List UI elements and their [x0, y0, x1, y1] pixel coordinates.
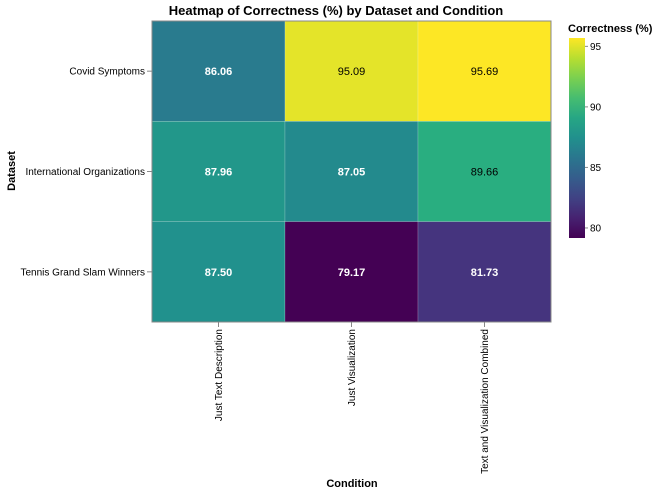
y-tick-label: Covid Symptoms: [69, 67, 145, 78]
heatmap-cell: [284, 20, 419, 122]
y-tick-label: International Organizations: [25, 167, 145, 178]
y-tick-label: Tennis Grand Slam Winners: [21, 267, 146, 278]
legend-tick-label: 80: [590, 223, 602, 234]
legend-tick-label: 85: [590, 163, 602, 174]
heatmap-cell: [284, 121, 419, 222]
cell-value-label: 89.66: [471, 167, 499, 179]
legend-tick-label: 90: [590, 102, 602, 113]
color-legend: Correctness (%) 80 85 90 95: [568, 23, 653, 238]
cell-value-label: 87.05: [338, 167, 366, 179]
heatmap-cell: [284, 221, 419, 323]
heatmap-cell: [151, 121, 286, 222]
cell-value-label: 95.09: [338, 66, 366, 78]
legend-title: Correctness (%): [568, 23, 653, 35]
y-axis-title: Dataset: [6, 151, 18, 191]
x-tick-label: Just Text Description: [214, 329, 225, 421]
cell-value-label: 95.69: [471, 66, 499, 78]
y-axis: Covid Symptoms International Organization…: [21, 67, 152, 278]
cell-value-label: 86.06: [205, 66, 233, 78]
chart-title: Heatmap of Correctness (%) by Dataset an…: [169, 3, 503, 18]
legend-gradient-bar: [569, 38, 585, 238]
heatmap-cell: [417, 121, 552, 222]
x-tick-label: Just Visualization: [347, 329, 358, 406]
x-axis-title: Condition: [326, 478, 378, 490]
heatmap-cell: [151, 20, 286, 122]
cell-value-label: 81.73: [471, 267, 499, 279]
cell-value-label: 79.17: [338, 267, 366, 279]
legend-tick-label: 95: [590, 42, 602, 53]
cell-value-label: 87.96: [205, 167, 233, 179]
heatmap-cells: 86.06 95.09 95.69 87.96 87.05 89.66 87.50 79.17…: [151, 20, 552, 323]
x-axis: Just Text Description Just Visualization T…: [214, 322, 491, 474]
heatmap-cell: [151, 221, 286, 323]
x-tick-label: Text and Visualization Combined: [480, 329, 491, 474]
cell-value-label: 87.50: [205, 267, 233, 279]
